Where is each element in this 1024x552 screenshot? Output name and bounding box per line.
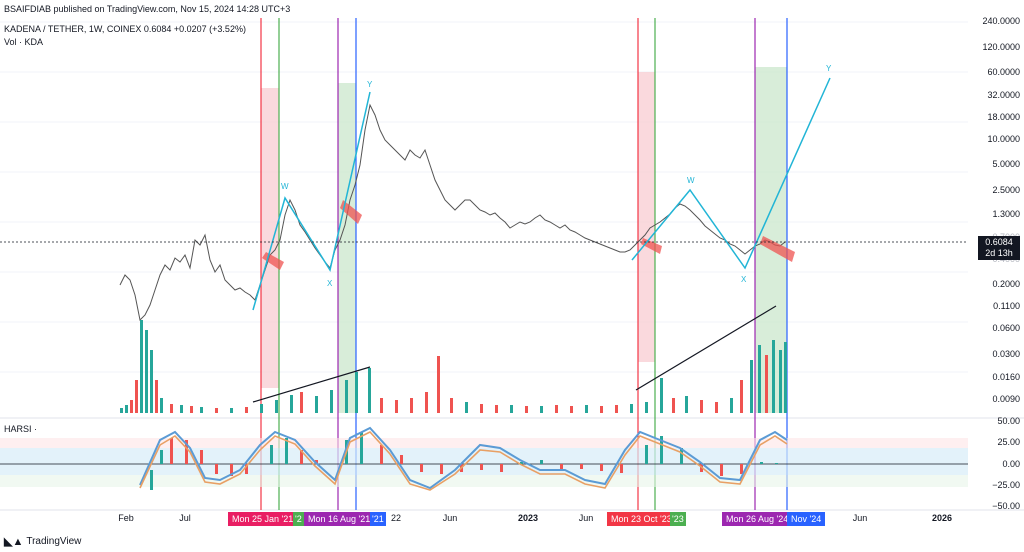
tradingview-logo[interactable]: ◣▲ TradingView <box>4 535 81 548</box>
date-badge: Mon 23 Oct '23 <box>607 512 676 526</box>
date-badge: Mon 16 Aug '21 <box>304 512 375 526</box>
price-tick: 0.0600 <box>992 323 1020 333</box>
tradingview-logo-icon: ◣▲ <box>4 536 24 548</box>
red-wedge-4 <box>760 236 795 262</box>
time-tick: 22 <box>390 513 402 523</box>
price-tick: 32.0000 <box>987 90 1020 100</box>
pattern-label-x: X <box>327 279 333 288</box>
time-tick: 2026 <box>931 513 953 523</box>
event-lines <box>260 18 788 510</box>
price-tick: 2.5000 <box>992 185 1020 195</box>
pattern-label-w: W <box>687 176 695 185</box>
green-zone-1 <box>338 83 356 413</box>
price-tick: 0.0300 <box>992 349 1020 359</box>
current-price-value: 0.6084 <box>985 237 1013 247</box>
red-wedge-2 <box>340 200 362 224</box>
tradingview-brand: TradingView <box>26 536 82 547</box>
time-tick: Jul <box>179 513 191 523</box>
price-line <box>119 103 786 322</box>
price-tick: 18.0000 <box>987 112 1020 122</box>
harsi-line-orange <box>139 431 788 491</box>
pattern-label-w: W <box>281 182 289 191</box>
red-zone-2 <box>638 72 655 362</box>
price-tick: 60.0000 <box>987 67 1020 77</box>
price-tick: 120.0000 <box>982 42 1020 52</box>
date-badge: Nov '24 <box>787 512 826 526</box>
pattern-label-x: X <box>741 275 747 284</box>
pattern-label-y: Y <box>826 64 832 73</box>
price-tick: 5.0000 <box>992 159 1020 169</box>
harsi-upper-band <box>0 438 968 448</box>
publish-info: BSAIFDIAB published on TradingView.com, … <box>4 4 291 14</box>
time-tick: 2023 <box>517 513 539 523</box>
time-tick: Jun <box>852 513 868 523</box>
indicator-tick: 25.00 <box>997 437 1020 447</box>
time-tick: Jun <box>578 513 594 523</box>
indicator-tick: −25.00 <box>992 480 1020 490</box>
symbol-info[interactable]: KADENA / TETHER, 1W, COINEX 0.6084 +0.02… <box>4 24 246 34</box>
time-tick: Jun <box>442 513 458 523</box>
date-badge: '21 <box>370 512 386 526</box>
current-price-badge: 0.6084 2d 13h <box>978 236 1020 260</box>
indicator-tick: 50.00 <box>997 416 1020 426</box>
price-tick: 10.0000 <box>987 134 1020 144</box>
bar-countdown: 2d 13h <box>985 248 1013 258</box>
grid <box>0 21 968 373</box>
price-tick: 240.0000 <box>982 16 1020 26</box>
price-tick: 0.0090 <box>992 394 1020 404</box>
trendline-1 <box>252 366 371 403</box>
date-badge: '2 <box>293 512 304 526</box>
wxy-pattern-1 <box>252 91 371 311</box>
indicator-tick: 0.00 <box>1002 459 1020 469</box>
date-badge: '23 <box>670 512 686 526</box>
date-badge: Mon 25 Jan '21 <box>228 512 298 526</box>
harsi-label[interactable]: HARSI · <box>4 424 38 434</box>
price-tick: 1.3000 <box>992 209 1020 219</box>
red-wedge-1 <box>262 252 284 270</box>
harsi-line-blue <box>139 426 788 490</box>
trendline-2 <box>635 305 777 391</box>
price-tick: 0.1100 <box>993 301 1020 311</box>
pattern-label-y: Y <box>367 80 373 89</box>
price-tick: 0.2000 <box>992 279 1020 289</box>
date-badge: Mon 26 Aug '24 <box>722 512 793 526</box>
price-tick: 0.0160 <box>992 372 1020 382</box>
time-tick: Feb <box>118 513 134 523</box>
volume-bars <box>120 320 787 413</box>
indicator-tick: −50.00 <box>992 501 1020 511</box>
volume-label[interactable]: Vol · KDA <box>4 37 44 47</box>
wxy-pattern-2 <box>631 77 831 270</box>
red-zone-1 <box>261 88 279 388</box>
